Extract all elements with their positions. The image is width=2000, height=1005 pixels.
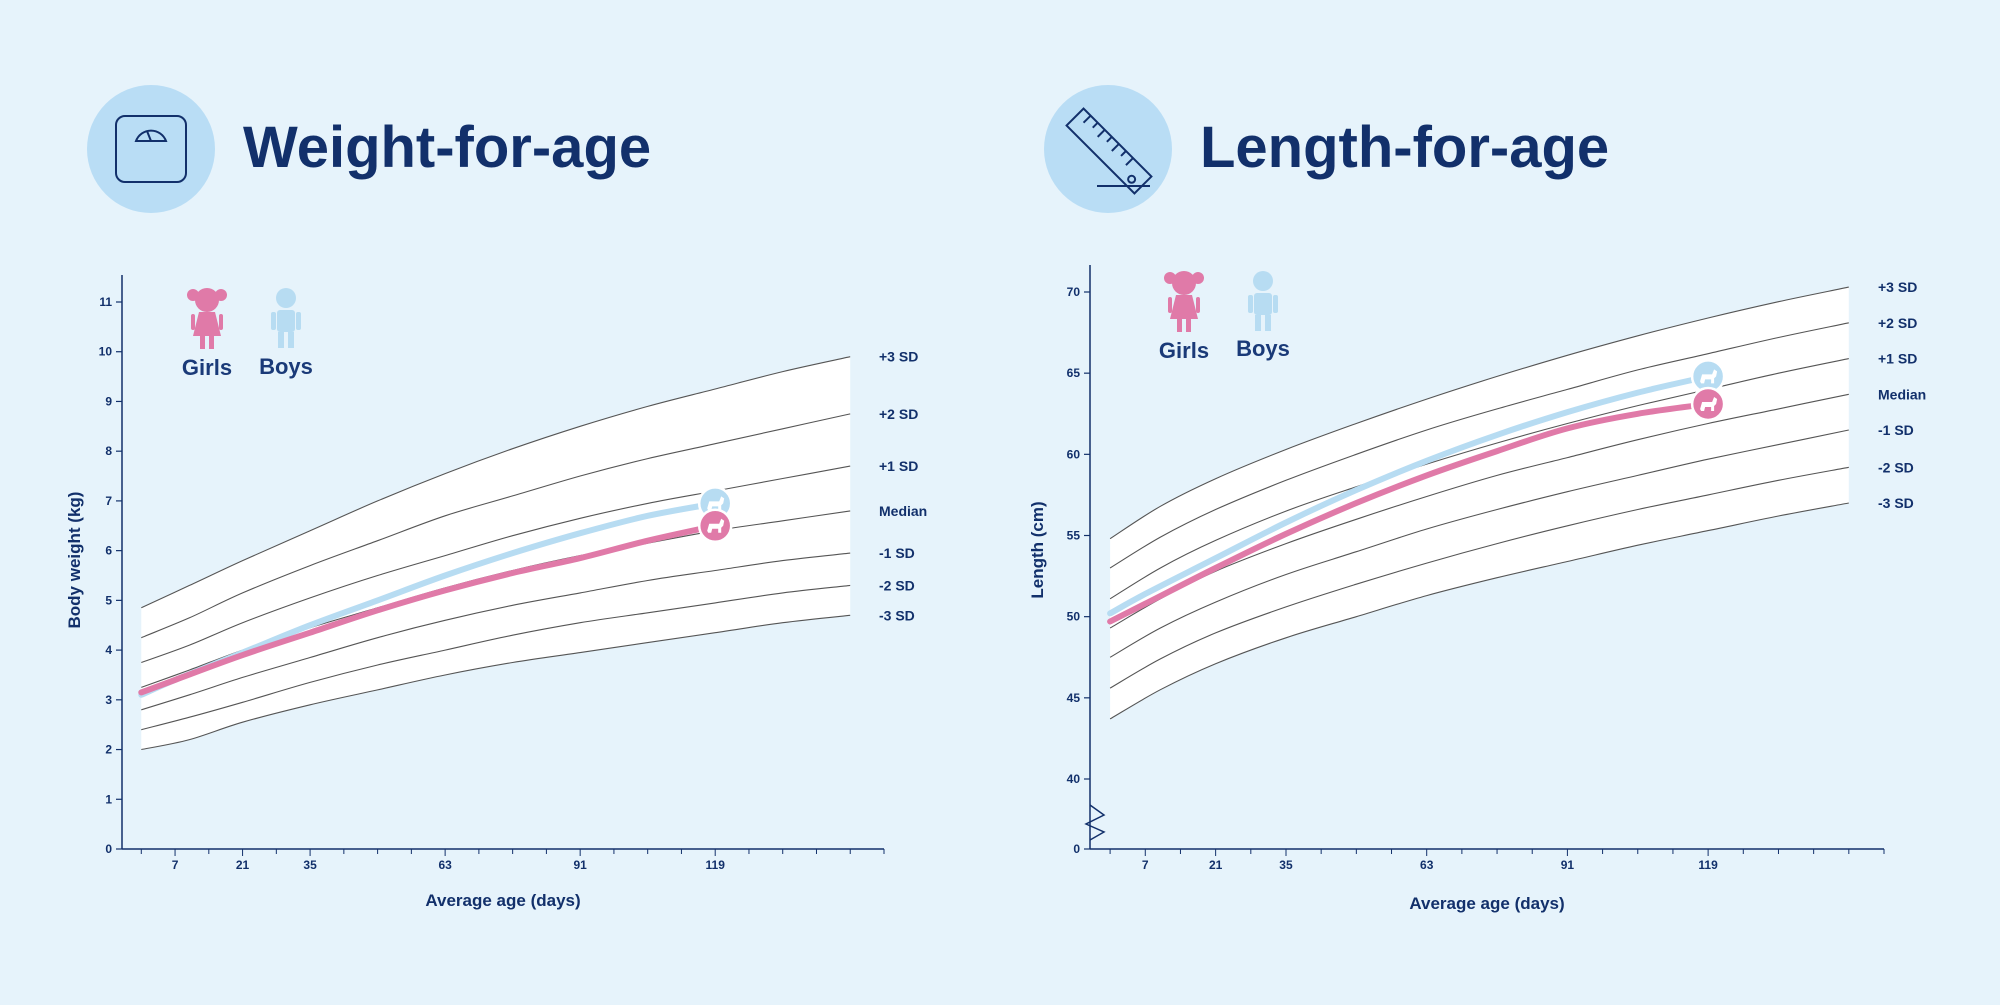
boy-figure-icon [1248,271,1278,331]
sd-curve-label: -1 SD [879,545,915,561]
x-tick-label: 7 [1142,858,1149,872]
y-tick-label: 7 [105,494,112,508]
sd-curve [1109,502,1849,720]
x-tick-label: 21 [236,858,250,872]
sd-curve [1109,429,1849,658]
y-tick-label: 8 [105,444,112,458]
legend-girls-label: Girls [182,355,232,380]
x-axis-title: Average age (days) [425,891,580,910]
legend-boys-label: Boys [1236,336,1290,361]
sd-curve-label: +2 SD [1878,315,1917,331]
sd-curve-label: +1 SD [879,458,918,474]
length-panel: Length-for-age +3 SD +2 SD +1 SD Median -1 S… [1028,85,1926,913]
sd-curve [1109,286,1849,540]
series-line-boys [1107,373,1712,617]
x-tick-label: 21 [1209,858,1223,872]
y-tick-label: 4 [105,643,112,657]
y-tick-label: 10 [99,345,113,359]
y-tick-label: 6 [105,544,112,558]
sd-curve-label: -3 SD [1878,495,1914,511]
y-tick-label: 50 [1067,610,1081,624]
sd-band-area [141,356,851,750]
sd-curve-label: -2 SD [879,577,915,593]
sd-curve-label: -2 SD [1878,459,1914,475]
x-tick-label: 35 [1279,858,1293,872]
sd-curve-label: Median [879,503,927,519]
y-tick-label: 5 [105,593,112,607]
ruler-icon [1044,85,1172,213]
x-tick-label: 91 [1561,858,1575,872]
x-tick-label: 63 [438,858,452,872]
y-tick-label: 9 [105,394,112,408]
sd-curve-label: -1 SD [1878,422,1914,438]
y-tick-label: 3 [105,693,112,707]
y-tick-label: 45 [1067,691,1081,705]
weight-chart-title: Weight-for-age [243,115,651,180]
length-legend: Girls Boys [1159,271,1290,363]
dog-marker-icon [1690,386,1726,422]
girl-figure-icon [1164,271,1204,332]
y-tick-label: 70 [1067,285,1081,299]
y-tick-label: 40 [1067,772,1081,786]
y-tick-label: 0 [105,842,112,856]
sd-curve [141,552,851,711]
y-tick-label: 65 [1067,366,1081,380]
series-line-girls [1107,401,1712,625]
dog-marker-icon [1690,359,1726,394]
girl-figure-icon [187,288,227,349]
scale-icon [87,85,215,213]
sd-curve [1109,322,1849,569]
sd-curve [141,413,851,639]
y-tick-label: 1 [105,792,112,806]
sd-curve [141,356,851,609]
x-tick-label: 91 [573,858,587,872]
x-tick-label: 119 [1698,858,1718,872]
axis-break-marker [1084,804,1106,841]
sd-curve-label: +2 SD [879,406,918,422]
sd-curve [141,614,851,751]
sd-curve-label: +3 SD [1878,279,1917,295]
sd-curve [141,584,851,731]
weight-legend: Girls Boys [182,288,313,380]
x-tick-label: 35 [303,858,317,872]
y-tick-label: 55 [1067,529,1081,543]
dog-marker-icon [697,508,733,544]
y-tick-label: 0 [1073,842,1080,856]
boy-figure-icon [271,288,301,348]
weight-panel: Weight-for-age +3 SD +2 SD +1 SD Median -1 S… [65,85,927,910]
x-tick-label: 119 [706,858,726,872]
y-tick-label: 2 [105,743,112,757]
y-tick-label: 11 [99,295,112,309]
length-chart-title: Length-for-age [1200,115,1609,180]
x-axis-title: Average age (days) [1409,894,1564,913]
sd-curve [1109,466,1849,689]
sd-curve-label: -3 SD [879,607,915,623]
sd-curve-label: Median [1878,386,1926,402]
y-axis-title: Length (cm) [1028,501,1047,598]
y-axis-title: Body weight (kg) [65,492,84,629]
sd-band-area [1110,287,1849,719]
sd-curve-label: +3 SD [879,349,918,365]
legend-girls-label: Girls [1159,338,1209,363]
x-tick-label: 7 [172,858,179,872]
sd-curve-label: +1 SD [1878,351,1917,367]
length-chart: +3 SD +2 SD +1 SD Median -1 SD -2 SD -3 SD 0 40 4… [1028,265,1926,913]
series-line-girls [138,522,719,696]
legend-boys-label: Boys [259,354,313,379]
x-tick-label: 63 [1420,858,1434,872]
weight-chart: +3 SD +2 SD +1 SD Median -1 SD -2 SD -3 SD 0 1 2 3… [65,275,927,910]
y-tick-label: 60 [1067,447,1081,461]
